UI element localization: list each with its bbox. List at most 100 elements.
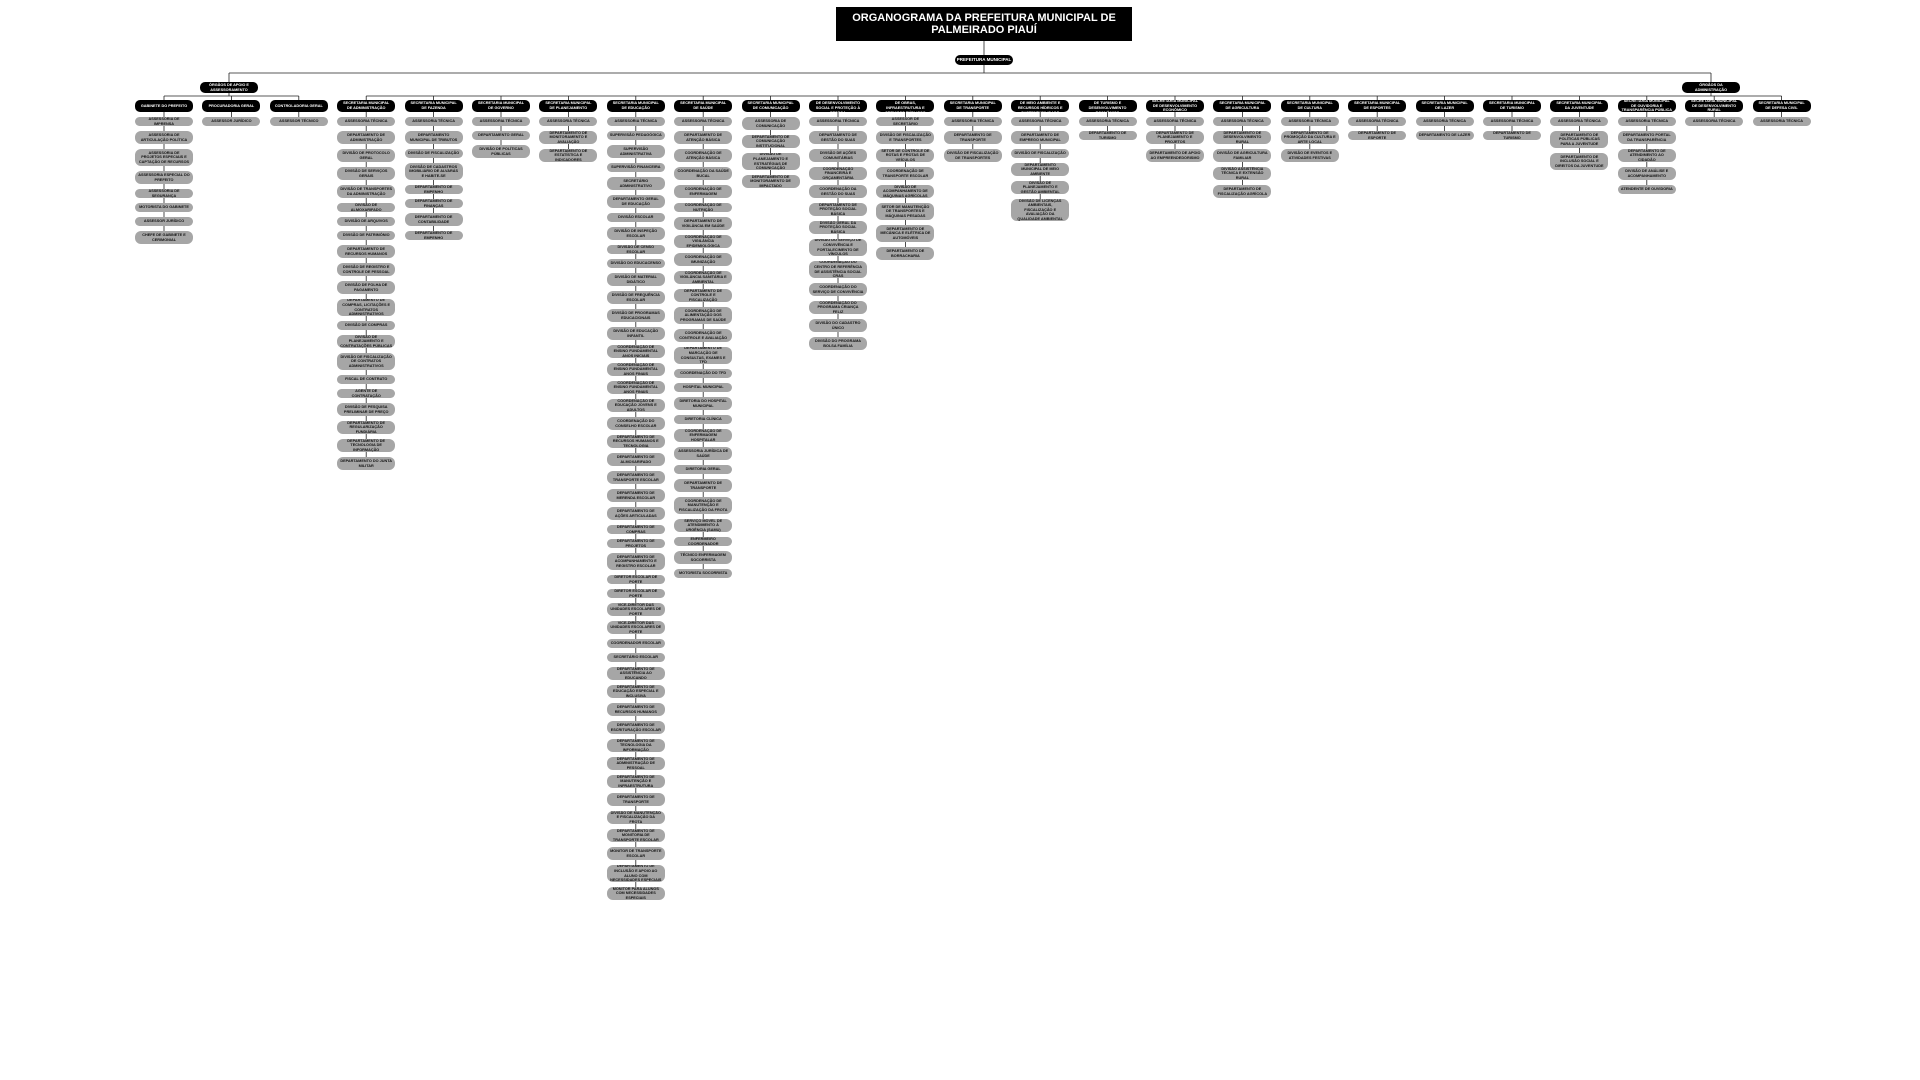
org-unit-node: ASSESSORIA TÉCNICA xyxy=(1617,117,1676,126)
org-unit-node: COORDENAÇÃO DE ENSINO FUNDAMENTAL ANOS F… xyxy=(606,363,665,376)
column-header: SECRETARIA MUNICIPAL DE TURISMO E DESENV… xyxy=(1078,100,1137,112)
org-unit-node: ASSESSOR TÉCNICO xyxy=(269,117,328,126)
org-unit-node: DEPARTAMENTO DE REGULARIZAÇÃO FUNDIÁRIA xyxy=(337,421,396,434)
column-header: SECRETARIA MUNICIPAL DE AGRICULTURA xyxy=(1213,100,1272,112)
org-unit-node: DEPARTAMENTO DE MERENDA ESCOLAR xyxy=(606,489,665,502)
root-node: PREFEITURA MUNICIPAL xyxy=(955,55,1013,65)
org-unit-node: COORDENAÇÃO DE ALIMENTAÇÃO DOS PROGRAMAS… xyxy=(674,307,733,324)
org-unit-node: DEPARTAMENTO DE TECNOLOGIA DA INFORMAÇÃO xyxy=(606,739,665,752)
org-unit-node: COORDENAÇÃO DE CONTROLE E AVALIAÇÃO xyxy=(674,329,733,342)
org-unit-node: DEPARTAMENTO DE MECÂNICA E ELÉTRICA DE A… xyxy=(876,225,935,242)
org-unit-node: DEPARTAMENTO DE TURISMO xyxy=(1483,131,1541,140)
org-unit-node: ASSESSORIA DE ARTICULAÇÃO POLÍTICA xyxy=(135,131,193,144)
org-unit-node: COORDENAÇÃO DE EDUCAÇÃO JOVENS E ADULTOS xyxy=(606,399,665,412)
org-unit-node: ASSESSORIA TÉCNICA xyxy=(1280,117,1339,126)
org-unit-node: DIVISÃO DE PATRIMÔNIO xyxy=(337,231,396,240)
org-unit-node: DIVISÃO DO PROGRAMA BOLSA FAMÍLIA xyxy=(809,337,867,350)
org-unit-node: COORDENAÇÃO DE ENFERMAGEM HOSPITALAR xyxy=(674,429,733,442)
column-header: SECRETARIA MUNICIPAL DE ESPORTES xyxy=(1348,100,1407,112)
column-header: PROCURADORIA GERAL xyxy=(202,100,261,112)
column-header: SECRETARIA MUNICIPAL DE OBRAS, INFRAESTR… xyxy=(876,100,935,112)
column-header: SECRETARIA MUNICIPAL DE SAÚDE xyxy=(674,100,733,112)
org-unit-node: DEPARTAMENTO DE ESCRITURAÇÃO ESCOLAR xyxy=(606,721,665,734)
org-unit-node: DEPARTAMENTO DE TECNOLOGIA DE INFORMAÇÃO xyxy=(337,439,396,452)
org-unit-node: ASSESSORIA TÉCNICA xyxy=(674,117,733,126)
org-unit-node: DIVISÃO DE AÇÕES COMUNITÁRIAS xyxy=(809,149,867,162)
org-unit-node: DEPARTAMENTO DE RECURSOS HUMANOS xyxy=(606,703,665,716)
org-unit-node: DEPARTAMENTO DE ATENÇÃO BÁSICA xyxy=(674,131,733,144)
org-unit-node: DEPARTAMENTO DE TURISMO xyxy=(1078,131,1137,140)
org-unit-node: COORDENAÇÃO DO TFD xyxy=(674,369,733,378)
org-unit-node: DEPARTAMENTO DE AÇÕES ARTICULADAS xyxy=(606,507,665,520)
org-unit-node: COORDENAÇÃO DE VIGILÂNCIA EPIDEMIOLÓGICA xyxy=(674,235,733,248)
org-unit-node: ASSESSOR JURÍDICO xyxy=(135,217,193,226)
org-unit-node: ASSESSORIA DE PROJETOS ESPECIAIS E CAPTA… xyxy=(135,149,193,166)
org-unit-node: DEPARTAMENTO DO JUNTA MILITAR xyxy=(337,457,396,470)
org-unit-node: ASSESSORIA TÉCNICA xyxy=(1011,117,1070,126)
org-unit-node: DEPARTAMENTO DE ADMINISTRAÇÃO xyxy=(337,131,396,144)
org-unit-node: DIVISÃO DE MANUTENÇÃO E FISCALIZAÇÃO DA … xyxy=(606,811,665,824)
org-unit-node: COORDENAÇÃO DE ENSINO FUNDAMENTAL ANOS I… xyxy=(606,345,665,358)
org-unit-node: DIVISÃO DE PESQUISA PRELIMINAR DE PREÇO xyxy=(337,403,396,416)
org-unit-node: MONITOR PARA ALUNOS COM NECESSIDADES ESP… xyxy=(606,887,665,900)
org-unit-node: SETOR DE CONTROLE DE ROTAS E FROTAS DE V… xyxy=(876,149,935,162)
org-unit-node: COORDENAÇÃO DO CENTRO DE REFERÊNCIA DE A… xyxy=(809,261,867,278)
org-unit-node: DIVISÃO DE MATERIAL DIDÁTICO xyxy=(606,273,665,286)
org-unit-node: DEPARTAMENTO DE EDUCAÇÃO ESPECIAL E INCL… xyxy=(606,685,665,698)
org-unit-node: DIVISÃO DE ARQUIVOS xyxy=(337,217,396,226)
org-unit-node: DEPARTAMENTO DE PROTEÇÃO SOCIAL BÁSICA xyxy=(809,203,867,216)
org-unit-node: ASSESSORIA DE COMUNICAÇÃO xyxy=(741,117,800,130)
org-unit-node: VICE-DIRETOR DAS UNIDADES ESCOLARES DE P… xyxy=(606,621,665,634)
org-unit-node: CHEFE DE GABINETE E CERIMONIAL xyxy=(135,231,193,244)
org-unit-node: DEPARTAMENTO DE INCLUSÃO E APOIO AO ALUN… xyxy=(606,865,665,882)
org-unit-node: COORDENAÇÃO FINANCEIRA E ORÇAMENTÁRIA xyxy=(809,167,867,180)
org-unit-node: DIVISÃO DE AGRICULTURA FAMILIAR xyxy=(1213,149,1272,162)
org-unit-node: VICE-DIRETOR DAS UNIDADES ESCOLARES DE P… xyxy=(606,603,665,616)
org-unit-node: ASSESSORIA TÉCNICA xyxy=(1483,117,1541,126)
column-header: SECRETARIA MUNICIPAL DE GOVERNO xyxy=(472,100,530,112)
org-unit-node: SECRETÁRIO ESCOLAR xyxy=(606,653,665,662)
org-unit-node: DIVISÃO DE TRANSPORTES DA ADMINISTRAÇÃO xyxy=(337,185,396,198)
org-unit-node: ASSESSORIA TÉCNICA xyxy=(539,117,598,126)
org-unit-node: DIVISÃO DE EDUCAÇÃO INFANTIL xyxy=(606,327,665,340)
column-header: SECRETARIA MUNICIPAL DE TURISMO xyxy=(1483,100,1541,112)
org-unit-node: ASSESSORIA TÉCNICA xyxy=(809,117,867,126)
column-header: SECRETARIA MUNICIPAL DE LAZER xyxy=(1415,100,1474,112)
org-unit-node: DEPARTAMENTO DE ALMOXARIFADO xyxy=(606,453,665,466)
org-unit-node: DEPARTAMENTO DE TRANSPORTE xyxy=(606,793,665,806)
org-unit-node: DIRETORIA DO HOSPITAL MUNICIPAL xyxy=(674,397,733,410)
org-unit-node: DEPARTAMENTO GERAL DE EDUCAÇÃO xyxy=(606,195,665,208)
column-header: SECRETARIA MUNICIPAL DE CULTURA xyxy=(1280,100,1339,112)
org-unit-node: DIVISÃO DE FISCALIZAÇÃO DE CONTRATOS ADM… xyxy=(337,353,396,370)
org-unit-node: DEPARTAMENTO DE DESENVOLVIMENTO RURAL xyxy=(1213,131,1272,144)
org-unit-node: COORDENAÇÃO DE TRANSPORTE ESCOLAR xyxy=(876,167,935,180)
org-unit-node: ASSESSORIA TÉCNICA xyxy=(1146,117,1204,126)
org-unit-node: ASSESSORIA TÉCNICA xyxy=(1685,117,1744,126)
chart-title: ORGANOGRAMA DA PREFEITURA MUNICIPAL DE P… xyxy=(836,7,1132,41)
org-unit-node: DEPARTAMENTO DE ATENDIMENTO AO CIDADÃO xyxy=(1617,149,1676,162)
column-header: SECRETARIA MUNICIPAL DE EDUCAÇÃO xyxy=(606,100,665,112)
org-unit-node: DIVISÃO DE POLÍTICAS PÚBLICAS xyxy=(472,145,530,158)
org-unit-node: COORDENAÇÃO DE ENFERMAGEM xyxy=(674,185,733,198)
org-unit-node: DEPARTAMENTO MUNICIPAL DE TRIBUTOS xyxy=(404,131,463,144)
org-unit-node: DIVISÃO DE PLANEJAMENTO E GESTÃO AMBIENT… xyxy=(1011,181,1070,194)
org-unit-node: DIVISÃO DE FISCALIZAÇÃO xyxy=(1011,149,1070,158)
column-header: SECRETARIA MUNICIPAL DE COMUNICAÇÃO xyxy=(741,100,800,112)
column-header: SECRETARIA MUNICIPAL DE PLANEJAMENTO xyxy=(539,100,598,112)
org-unit-node: ENFERMEIRO COORDENADOR xyxy=(674,537,733,546)
org-unit-node: ASSESSORIA TÉCNICA xyxy=(1752,117,1811,126)
org-unit-node: DIVISÃO ESCOLAR xyxy=(606,213,665,222)
org-unit-node: DEPARTAMENTO DE FINANÇAS xyxy=(404,199,463,208)
org-unit-node: COORDENAÇÃO DE NUTRIÇÃO xyxy=(674,203,733,212)
org-unit-node: TÉCNICO ENFERMAGEM SOCORRISTA xyxy=(674,551,733,564)
org-unit-node: DEPARTAMENTO DE RECURSOS HUMANOS E TECNO… xyxy=(606,435,665,448)
org-unit-node: DIVISÃO DE PROTOCOLO GERAL xyxy=(337,149,396,162)
org-unit-node: AGENTE DE CONTRATAÇÃO xyxy=(337,389,396,398)
column-header: SECRETARIA MUNICIPAL DE OUVIDORIA E TRAN… xyxy=(1617,100,1676,112)
org-unit-node: DIVISÃO ASSISTÊNCIA TÉCNICA E EXTENSÃO R… xyxy=(1213,167,1272,180)
org-unit-node: DEPARTAMENTO DE TRANSPORTE ESCOLAR xyxy=(606,471,665,484)
column-header: SECRETARIA MUNICIPAL DE ADMINISTRAÇÃO xyxy=(337,100,396,112)
org-unit-node: SUPERVISÃO FINANCEIRA xyxy=(606,163,665,172)
org-unit-node: DIVISÃO DE ACOMPANHAMENTO DE MÁQUINAS AG… xyxy=(876,185,935,198)
org-unit-node: MOTORISTA SOCORRISTA xyxy=(674,569,733,578)
